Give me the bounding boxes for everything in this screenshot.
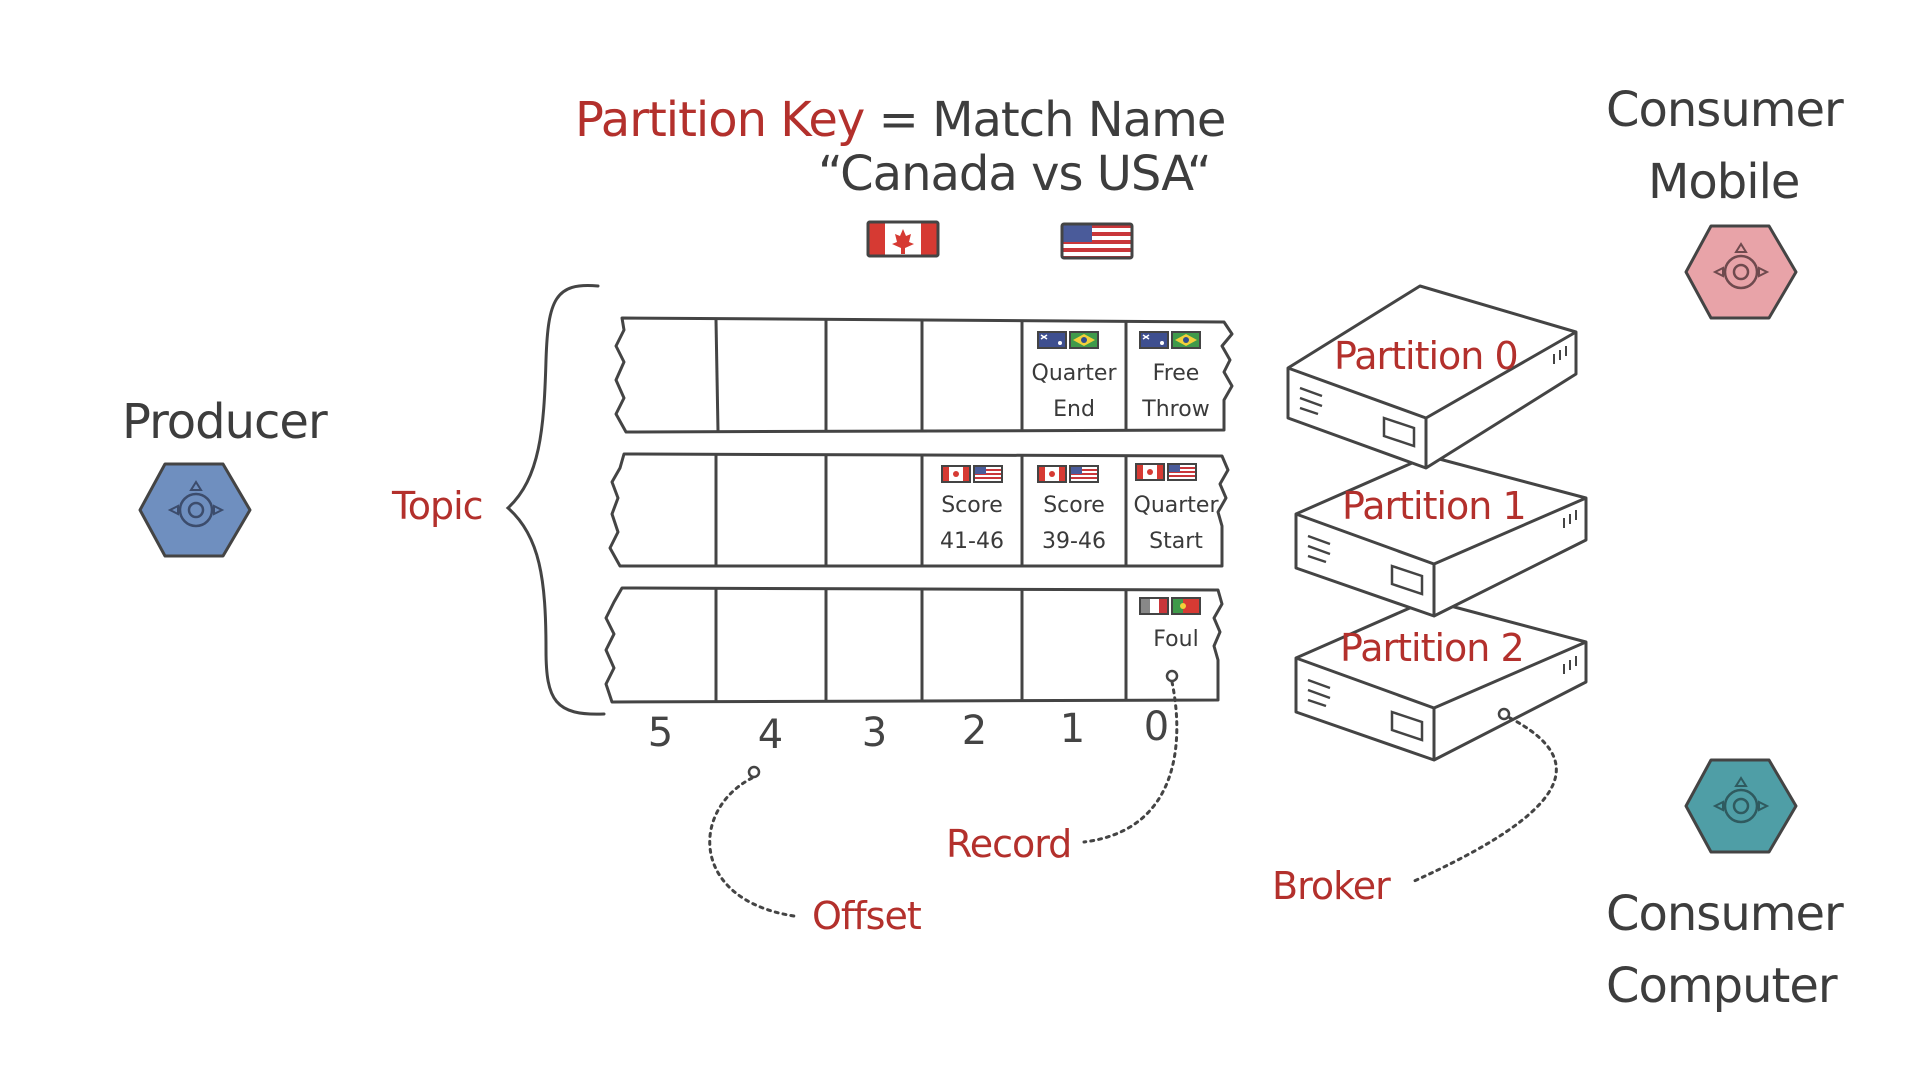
- broker-leader: [1410, 707, 1558, 884]
- record-annotation-label: Record: [946, 822, 1072, 866]
- record-line2: Start: [1149, 529, 1203, 554]
- match-name-label: Match Name: [932, 92, 1226, 148]
- partition-2-label: Partition 2: [1340, 626, 1525, 670]
- usa-flag-icon: [1060, 222, 1134, 260]
- consumer-computer-hexagon-icon: [1684, 758, 1798, 854]
- consumer-mobile-hexagon-icon: [1684, 224, 1798, 320]
- record-leader: [1082, 669, 1179, 844]
- offset-leader: [708, 765, 796, 918]
- producer-hexagon-icon: [138, 462, 252, 558]
- record-line1: Quarter: [1133, 493, 1219, 518]
- match-name-value: “Canada vs USA“: [818, 146, 1212, 202]
- offset-2: 2: [961, 708, 987, 754]
- broker-server-0: [1286, 284, 1578, 470]
- partition-1-label: Partition 1: [1342, 484, 1527, 528]
- record-free-throw: Free Throw: [1126, 356, 1226, 428]
- record-score-39-46: Score 39-46: [1022, 488, 1126, 560]
- australia-flag-icon: [1037, 331, 1067, 349]
- partition-0-label: Partition 0: [1334, 334, 1519, 378]
- consumer-computer-label-2: Computer: [1606, 958, 1838, 1014]
- record-quarter-end: Quarter End: [1022, 356, 1126, 428]
- offset-0: 0: [1143, 704, 1169, 750]
- record-line2: Throw: [1142, 397, 1210, 422]
- record-line2: 39-46: [1042, 529, 1106, 554]
- canada-flag-icon: [1037, 465, 1067, 483]
- canada-flag-icon: [1135, 463, 1165, 481]
- broker-server-2: [1294, 598, 1588, 762]
- record-flags: [941, 331, 1201, 615]
- record-line1: Free: [1152, 361, 1200, 386]
- consumer-mobile-label-2: Mobile: [1648, 154, 1800, 210]
- offset-3: 3: [861, 710, 887, 756]
- consumer-computer-label-1: Consumer: [1606, 886, 1844, 942]
- broker-annotation-label: Broker: [1272, 864, 1391, 908]
- australia-flag-icon: [1139, 331, 1169, 349]
- consumer-mobile-label-1: Consumer: [1606, 82, 1844, 138]
- offset-1: 1: [1059, 706, 1085, 752]
- topic-brace: [505, 283, 606, 716]
- topic-label: Topic: [392, 484, 484, 528]
- partition-key-heading: Partition Key = Match Name: [575, 92, 1226, 148]
- record-quarter-start: Quarter Start: [1126, 488, 1226, 560]
- record-line1: Score: [941, 493, 1003, 518]
- record-foul: Foul: [1126, 622, 1226, 658]
- partition-row-2: [604, 586, 1224, 704]
- record-line2: End: [1053, 397, 1095, 422]
- canada-flag-icon: [866, 220, 940, 258]
- producer-label: Producer: [122, 394, 328, 450]
- usa-flag-icon: [1069, 465, 1099, 483]
- record-line1: Quarter: [1031, 361, 1117, 386]
- brazil-flag-icon: [1069, 331, 1099, 349]
- record-line1: Foul: [1153, 627, 1199, 652]
- brazil-flag-icon: [1171, 331, 1201, 349]
- offset-annotation-label: Offset: [812, 894, 922, 938]
- offset-5: 5: [647, 710, 673, 756]
- offset-4: 4: [757, 712, 783, 758]
- canada-flag-icon: [941, 465, 971, 483]
- portugal-flag-icon: [1171, 597, 1201, 615]
- usa-flag-icon: [1167, 463, 1197, 481]
- partition-key-label: Partition Key: [575, 92, 865, 148]
- record-line2: 41-46: [940, 529, 1004, 554]
- broker-server-1: [1294, 454, 1588, 618]
- usa-flag-icon: [973, 465, 1003, 483]
- record-score-41-46: Score 41-46: [922, 488, 1022, 560]
- record-line1: Score: [1043, 493, 1105, 518]
- equals-sign: =: [878, 92, 919, 148]
- gray-flag-icon: [1139, 597, 1169, 615]
